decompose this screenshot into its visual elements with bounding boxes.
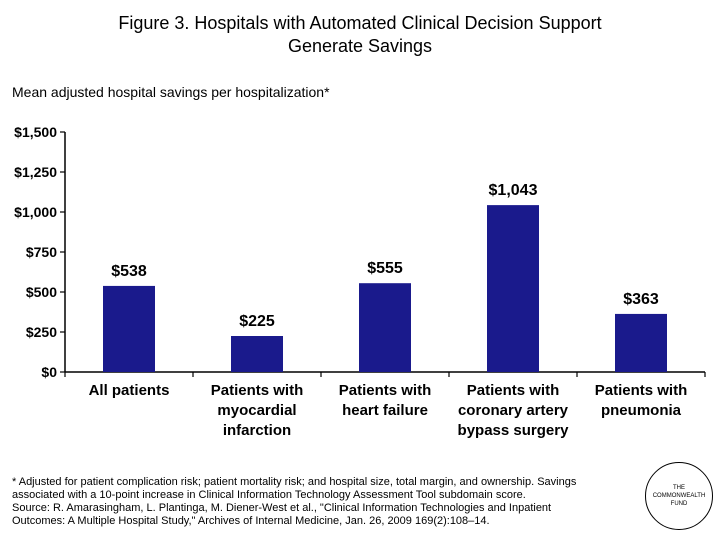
bar [359, 283, 411, 372]
y-tick-label: $250 [26, 324, 57, 340]
footnote-line-4: Outcomes: A Multiple Hospital Study," Ar… [12, 515, 490, 527]
bar-data-label: $538 [111, 263, 147, 280]
logo-line-2: COMMONWEALTH [652, 493, 706, 499]
chart-title: Figure 3. Hospitals with Automated Clini… [40, 12, 680, 58]
y-tick-label: $1,250 [14, 164, 57, 180]
footnote-line-2: associated with a 10-point increase in C… [12, 489, 526, 501]
y-tick-label: $500 [26, 284, 57, 300]
bar-data-label: $1,043 [489, 182, 538, 199]
bar [615, 313, 667, 372]
footnote: * Adjusted for patient complication risk… [12, 476, 632, 528]
y-tick-label: $0 [41, 364, 57, 380]
logo-line-1: THE [673, 485, 685, 491]
bar [231, 336, 283, 372]
bar-chart: $0 $250 $500 $750 $1,000 $1,250 $1,500 $538 All … [14, 124, 706, 439]
bar [487, 205, 539, 372]
title-line-1: Figure 3. Hospitals with Automated Clini… [118, 13, 602, 33]
y-tick-label: $1,000 [14, 204, 57, 220]
x-category-label: Patients with coronary artery bypass surge… [458, 382, 570, 439]
title-line-2: Generate Savings [287, 36, 433, 56]
x-category-label: All patients [89, 382, 170, 399]
y-tick-label: $1,500 [14, 124, 57, 140]
bar [103, 285, 155, 372]
footnote-line-1: * Adjusted for patient complication risk… [12, 476, 577, 488]
x-category-label: Patients with heart failure [339, 382, 432, 419]
bar-data-label: $363 [623, 291, 659, 308]
x-category-label: Patients with pneumonia [595, 382, 688, 419]
bar-data-label: $555 [367, 260, 403, 277]
bar-data-label: $225 [239, 313, 275, 330]
y-tick-label: $750 [26, 244, 57, 260]
x-category-label: Patients with myocardial infarction [211, 382, 304, 439]
chart-subtitle: Mean adjusted hospital savings per hospi… [12, 84, 330, 100]
logo-line-3: FUND [670, 501, 688, 507]
commonwealth-fund-logo: THE COMMONWEALTH FUND [645, 462, 713, 530]
footnote-line-3: Source: R. Amarasingham, L. Plantinga, M… [12, 502, 552, 514]
